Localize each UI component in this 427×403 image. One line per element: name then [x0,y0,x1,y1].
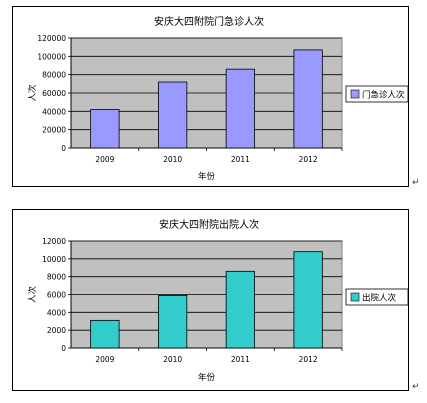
y-axis-label: 人次 [27,286,38,304]
x-axis-label: 年份 [198,372,216,383]
y-tick-label: 12000 [42,237,66,246]
chart-frame-discharge: 安庆大四附院出院人次 0 2000 4000 6000 8000 10000 12000 200… [12,209,409,391]
y-tick-label: 100000 [37,52,66,61]
paragraph-mark: ↵ [412,382,420,392]
x-tick-label: 2009 [95,355,114,364]
chart-discharge-visits: 安庆大四附院出院人次 0 2000 4000 6000 8000 10000 12000 200… [27,218,409,383]
x-tick-label: 2012 [299,355,318,364]
y-tick-label: 8000 [47,273,66,282]
x-tick-label: 2010 [163,155,182,164]
y-tick-label: 0 [61,144,66,153]
bar [293,251,323,349]
chart-title: 安庆大四附院门急诊人次 [154,15,264,28]
paragraph-mark: ↵ [412,178,420,188]
y-tick-label: 2000 [47,326,66,335]
y-tick-label: 80000 [42,71,66,80]
legend-swatch [350,292,360,302]
x-tick-label: 2009 [95,155,114,164]
x-tick-label: 2011 [231,355,250,364]
bar [157,81,188,149]
chart-frame-outpatient: 安庆大四附院门急诊人次 0 20000 40000 60000 80000 100000 12… [12,6,409,187]
bar [157,294,188,349]
x-tick-label: 2011 [231,155,250,164]
x-tick-label: 2012 [299,155,318,164]
x-axis-label: 年份 [198,171,216,182]
x-tick-label: 2010 [163,355,182,364]
bar [225,270,256,349]
legend-label: 出院人次 [362,293,397,304]
y-tick-label: 4000 [47,308,66,317]
y-tick-label: 10000 [42,255,66,264]
y-tick-label: 40000 [42,107,66,116]
y-tick-label: 120000 [37,34,66,43]
bar [225,68,256,149]
y-tick-label: 0 [61,344,66,353]
chart-title: 安庆大四附院出院人次 [159,218,259,231]
chart-outpatient-visits: 安庆大四附院门急诊人次 0 20000 40000 60000 80000 100000 12… [27,15,409,182]
y-tick-label: 60000 [42,89,66,98]
bar [90,109,120,149]
legend-label: 门急诊人次 [362,90,405,101]
y-tick-label: 6000 [47,291,66,300]
y-tick-label: 20000 [42,126,66,135]
bar [293,49,323,149]
legend-swatch [350,89,360,99]
y-axis-label: 人次 [27,84,38,102]
bar [90,319,120,349]
